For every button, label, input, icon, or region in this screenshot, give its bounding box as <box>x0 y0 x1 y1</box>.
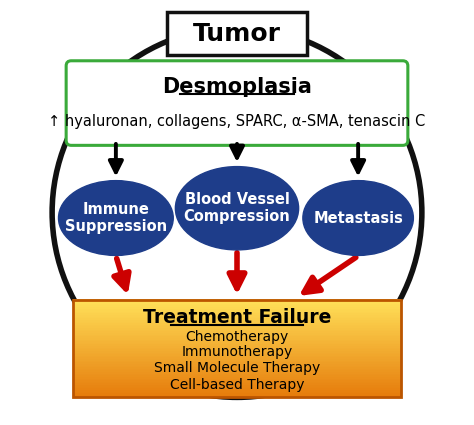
Bar <box>73 326 401 329</box>
Bar <box>73 385 401 388</box>
Bar <box>73 344 401 347</box>
Bar <box>73 354 401 357</box>
FancyBboxPatch shape <box>66 61 408 145</box>
Bar <box>73 303 401 306</box>
Bar <box>73 333 401 335</box>
Bar <box>73 377 401 380</box>
Bar <box>73 312 401 314</box>
Text: Immunotherapy: Immunotherapy <box>182 346 292 360</box>
Text: Metastasis: Metastasis <box>313 210 403 226</box>
Bar <box>73 320 401 323</box>
Text: Chemotherapy: Chemotherapy <box>185 330 289 344</box>
Bar <box>73 309 401 311</box>
Bar <box>73 361 401 363</box>
Bar <box>73 323 401 326</box>
Bar <box>73 343 401 345</box>
Bar <box>73 380 401 382</box>
Bar <box>73 382 401 384</box>
Bar <box>73 393 401 396</box>
Bar <box>73 372 401 374</box>
Bar <box>73 383 401 386</box>
Bar <box>73 305 401 308</box>
Text: Desmoplasia: Desmoplasia <box>162 76 312 97</box>
Bar <box>73 341 401 343</box>
Bar <box>73 346 401 348</box>
Bar <box>73 330 401 332</box>
Bar <box>73 318 401 321</box>
Bar <box>73 315 401 317</box>
Bar <box>73 371 401 373</box>
Bar <box>73 307 401 309</box>
FancyBboxPatch shape <box>167 12 307 55</box>
Bar <box>73 332 401 334</box>
Bar <box>73 390 401 393</box>
Bar <box>73 300 401 303</box>
Bar <box>73 392 401 394</box>
Bar <box>73 299 401 301</box>
Text: Immune
Suppression: Immune Suppression <box>65 202 167 234</box>
Bar <box>73 357 401 360</box>
Bar <box>73 387 401 389</box>
Bar <box>73 375 401 378</box>
Text: Treatment Failure: Treatment Failure <box>143 308 331 327</box>
Bar <box>73 328 401 331</box>
Bar <box>73 313 401 316</box>
Bar <box>73 336 401 339</box>
Bar <box>73 317 401 319</box>
Bar <box>73 338 401 340</box>
Bar <box>73 366 401 368</box>
Text: Cell-based Therapy: Cell-based Therapy <box>170 378 304 392</box>
Bar <box>73 322 401 324</box>
Text: Blood Vessel
Compression: Blood Vessel Compression <box>183 192 291 224</box>
Ellipse shape <box>303 181 413 255</box>
Bar <box>73 310 401 313</box>
Bar <box>73 364 401 366</box>
Bar <box>73 379 401 381</box>
Bar <box>73 369 401 371</box>
Bar <box>73 374 401 376</box>
Text: ↑ hyaluronan, collagens, SPARC, α-SMA, tenascin C: ↑ hyaluronan, collagens, SPARC, α-SMA, t… <box>48 114 426 129</box>
Bar <box>73 334 401 337</box>
Bar <box>73 349 401 352</box>
Bar <box>73 302 401 305</box>
Bar <box>73 356 401 358</box>
Bar <box>73 325 401 327</box>
Bar <box>73 388 401 391</box>
Text: Small Molecule Therapy: Small Molecule Therapy <box>154 361 320 375</box>
Bar <box>73 340 401 342</box>
Ellipse shape <box>175 167 299 250</box>
Text: Tumor: Tumor <box>193 22 281 45</box>
Bar <box>73 348 401 350</box>
Bar <box>73 367 401 370</box>
Ellipse shape <box>58 181 173 255</box>
Bar <box>73 362 401 365</box>
Bar <box>73 395 401 397</box>
Bar <box>73 351 401 354</box>
Bar <box>73 359 401 362</box>
Bar <box>73 353 401 355</box>
